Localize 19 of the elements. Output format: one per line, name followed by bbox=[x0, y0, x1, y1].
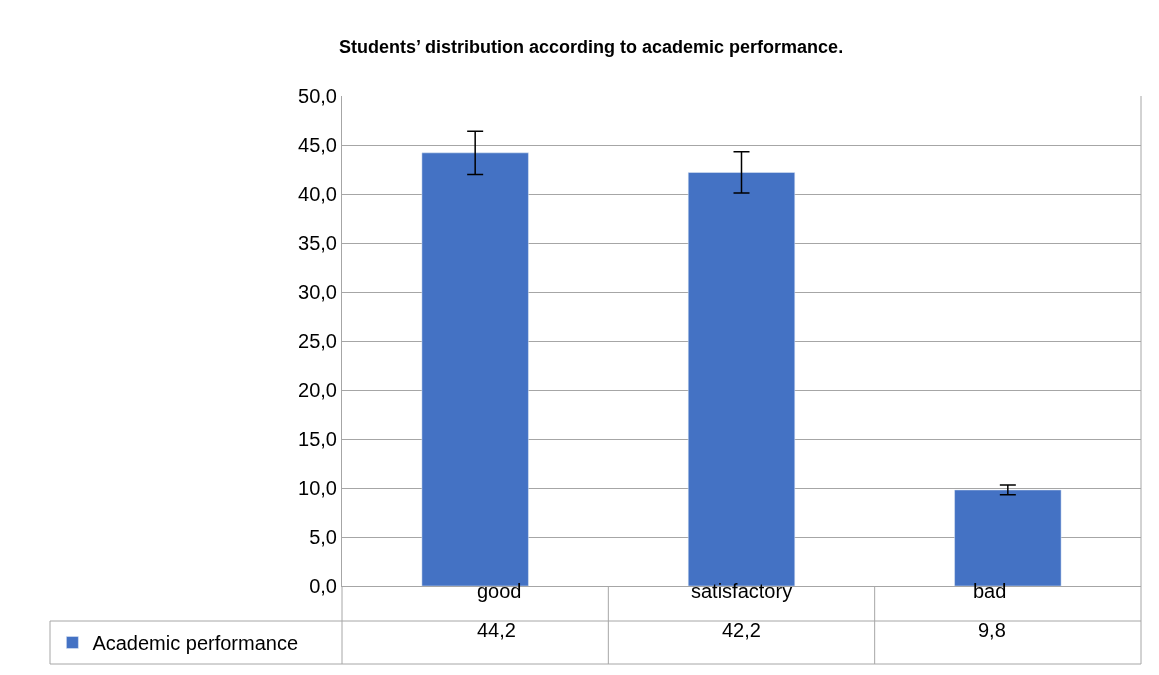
data-label: 9,8 bbox=[978, 619, 1006, 641]
y-tick-label: 45,0 bbox=[298, 134, 337, 156]
y-tick-label: 50,0 bbox=[298, 85, 337, 107]
y-tick-label: 30,0 bbox=[298, 281, 337, 303]
x-tick-label: good bbox=[477, 580, 522, 602]
data-label: 42,2 bbox=[722, 619, 761, 641]
legend-label: Academic performance bbox=[92, 632, 299, 655]
chart-title: Students’ distribution according to academic performance. bbox=[339, 37, 844, 58]
y-tick-label: 0,0 bbox=[309, 575, 337, 597]
y-tick-label: 20,0 bbox=[298, 379, 337, 401]
x-tick-label: bad bbox=[973, 580, 1007, 602]
y-tick-label: 5,0 bbox=[309, 526, 337, 548]
y-tick-label: 35,0 bbox=[298, 232, 337, 254]
data-label: 44,2 bbox=[477, 619, 516, 641]
x-tick-label: satisfactory bbox=[691, 580, 793, 602]
y-tick-label: 25,0 bbox=[298, 330, 337, 352]
y-tick-label: 10,0 bbox=[298, 477, 337, 499]
y-tick-label: 15,0 bbox=[298, 428, 337, 450]
y-tick-label: 40,0 bbox=[298, 183, 337, 205]
